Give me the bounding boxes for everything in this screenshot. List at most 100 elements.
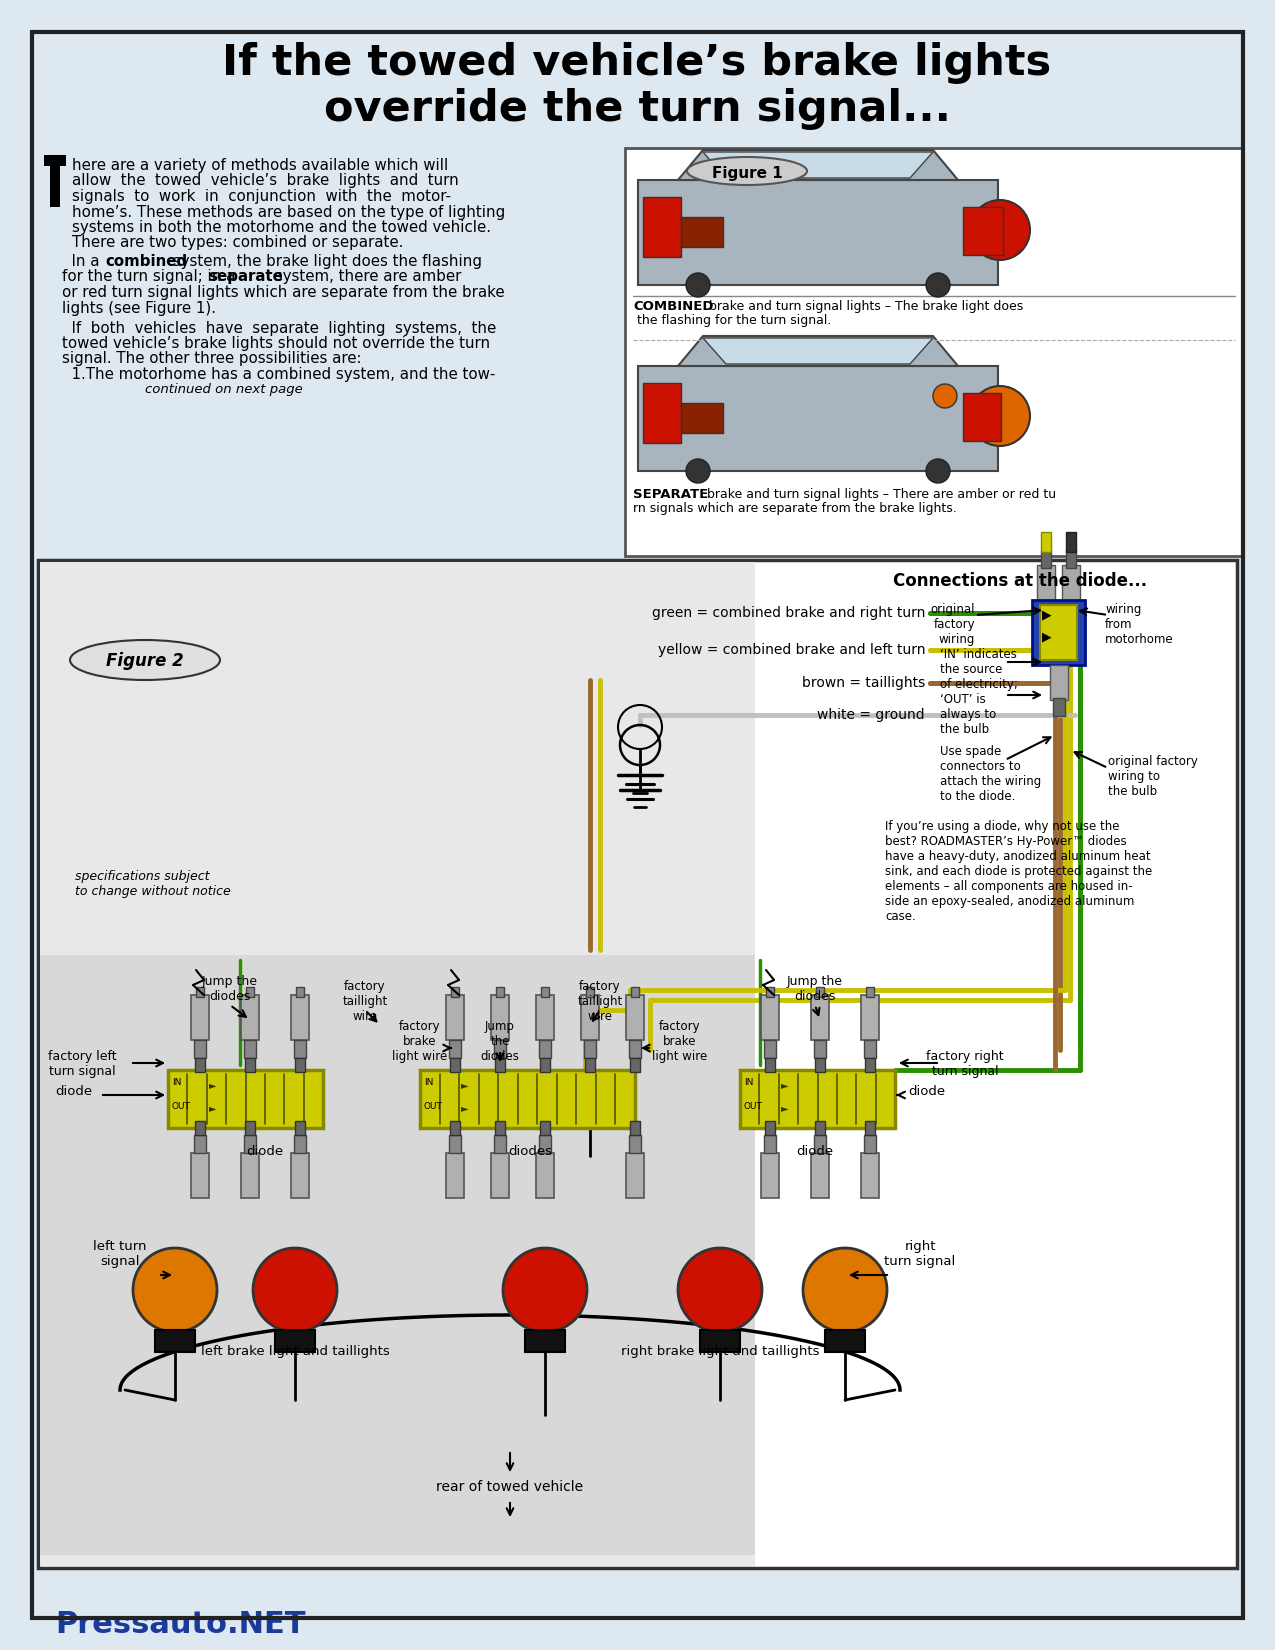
Text: Figure 1: Figure 1 <box>711 167 783 182</box>
Bar <box>244 1040 256 1058</box>
Bar <box>295 1120 305 1135</box>
Bar <box>764 1040 776 1058</box>
Bar <box>864 1058 875 1072</box>
Bar <box>765 1058 775 1072</box>
Bar <box>700 1330 739 1351</box>
Bar <box>156 1330 195 1351</box>
Bar <box>536 1153 555 1198</box>
Bar <box>419 1069 635 1129</box>
Bar <box>811 995 829 1040</box>
Text: brown = taillights: brown = taillights <box>802 676 924 690</box>
Text: Jump
the
diodes: Jump the diodes <box>481 1020 519 1063</box>
Text: ►: ► <box>780 1081 788 1091</box>
Text: diodes: diodes <box>507 1145 552 1158</box>
Bar <box>525 1330 565 1351</box>
Text: signals  to  work  in  conjunction  with  the  motor-: signals to work in conjunction with the … <box>71 190 451 205</box>
Circle shape <box>686 272 710 297</box>
Bar <box>541 1120 550 1135</box>
Text: Pressauto.NET: Pressauto.NET <box>55 1610 306 1638</box>
Bar <box>815 1058 825 1072</box>
Bar <box>586 987 594 997</box>
Bar <box>295 1135 306 1153</box>
Bar <box>815 1120 825 1135</box>
Text: separate: separate <box>208 269 283 284</box>
Bar <box>296 987 303 997</box>
Bar <box>495 1058 505 1072</box>
Text: factory right
turn signal: factory right turn signal <box>926 1049 1003 1077</box>
Bar <box>446 1153 464 1198</box>
Polygon shape <box>678 337 958 366</box>
Bar <box>491 995 509 1040</box>
Bar <box>539 1040 551 1058</box>
Ellipse shape <box>687 157 807 185</box>
Text: Connections at the diode...: Connections at the diode... <box>892 573 1148 591</box>
Bar <box>1066 549 1076 568</box>
Bar <box>825 1330 864 1351</box>
Text: left brake light and taillights: left brake light and taillights <box>200 1345 389 1358</box>
Text: rn signals which are separate from the brake lights.: rn signals which are separate from the b… <box>632 502 956 515</box>
Bar <box>764 1135 776 1153</box>
Bar <box>168 1069 323 1129</box>
Text: Jump the
diodes: Jump the diodes <box>787 975 843 1003</box>
Text: diode: diode <box>246 1145 283 1158</box>
Text: SEPARATE: SEPARATE <box>632 488 708 502</box>
Bar <box>194 1135 207 1153</box>
Circle shape <box>686 459 710 483</box>
Bar <box>449 1040 462 1058</box>
Bar <box>761 995 779 1040</box>
Bar <box>450 1058 460 1072</box>
Text: wiring
from
motorhome: wiring from motorhome <box>1105 602 1173 647</box>
Text: factory
brake
light wire: factory brake light wire <box>653 1020 708 1063</box>
Text: original factory
wiring to
the bulb: original factory wiring to the bulb <box>1108 756 1198 799</box>
Circle shape <box>926 459 950 483</box>
Bar <box>811 1153 829 1198</box>
Circle shape <box>252 1247 337 1332</box>
Bar <box>295 1058 305 1072</box>
Text: factory
taillight
wire: factory taillight wire <box>343 980 388 1023</box>
Text: OUT: OUT <box>745 1102 762 1110</box>
Bar <box>766 987 774 997</box>
Bar <box>866 987 873 997</box>
Bar <box>241 1153 259 1198</box>
Bar <box>1053 698 1065 716</box>
Bar <box>864 1120 875 1135</box>
Bar <box>536 995 555 1040</box>
Bar <box>761 1153 779 1198</box>
Text: OUT: OUT <box>425 1102 442 1110</box>
Text: If the towed vehicle’s brake lights: If the towed vehicle’s brake lights <box>222 41 1052 84</box>
Bar <box>241 995 259 1040</box>
Bar <box>291 995 309 1040</box>
Bar <box>50 155 60 206</box>
Bar <box>813 1135 826 1153</box>
Text: brake and turn signal lights – The brake light does: brake and turn signal lights – The brake… <box>705 300 1024 314</box>
Polygon shape <box>703 338 933 365</box>
Bar <box>864 1135 876 1153</box>
Polygon shape <box>678 150 958 180</box>
Text: system, there are amber: system, there are amber <box>270 269 462 284</box>
Bar <box>1037 564 1054 601</box>
Bar <box>1040 549 1051 568</box>
Text: If  both  vehicles  have  separate  lighting  systems,  the: If both vehicles have separate lighting … <box>62 320 496 335</box>
Bar <box>963 206 1003 256</box>
Text: rear of towed vehicle: rear of towed vehicle <box>436 1480 584 1493</box>
Text: IN: IN <box>745 1077 754 1087</box>
Bar <box>864 1040 876 1058</box>
Bar <box>1031 601 1085 665</box>
Bar <box>450 1120 460 1135</box>
Bar <box>493 1135 506 1153</box>
Text: ►: ► <box>462 1102 469 1114</box>
Bar <box>491 1153 509 1198</box>
Bar <box>244 1135 256 1153</box>
Text: Figure 2: Figure 2 <box>106 652 184 670</box>
Text: lights (see Figure 1).: lights (see Figure 1). <box>62 300 215 315</box>
Bar <box>45 155 66 167</box>
Bar <box>539 1135 551 1153</box>
Text: yellow = combined brake and left turn: yellow = combined brake and left turn <box>658 644 924 657</box>
Bar <box>638 366 998 470</box>
Text: diode: diode <box>797 1145 834 1158</box>
Text: diode: diode <box>55 1086 92 1097</box>
Bar <box>495 1120 505 1135</box>
Bar <box>291 1153 309 1198</box>
Bar <box>643 383 681 442</box>
Text: for the turn signal; in a: for the turn signal; in a <box>62 269 240 284</box>
